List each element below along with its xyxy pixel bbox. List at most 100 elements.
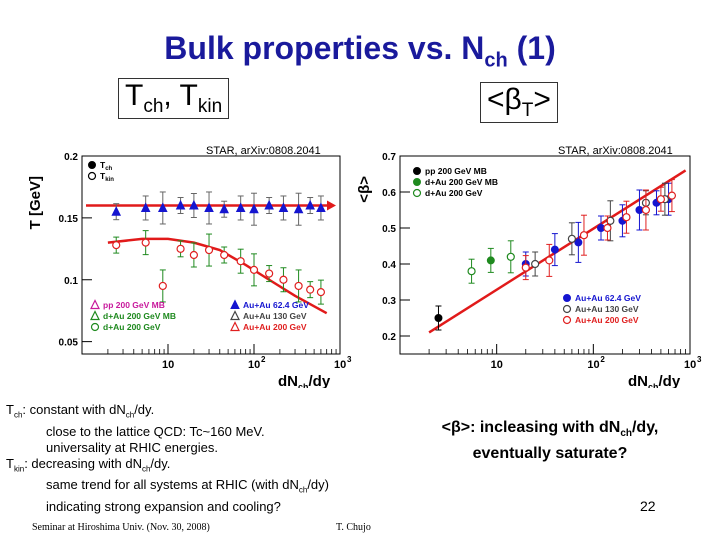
page-number: 22 xyxy=(640,498,656,514)
n5c: /dy) xyxy=(307,477,329,493)
data-point xyxy=(264,199,274,210)
x-axis-post: /dy xyxy=(309,373,331,388)
data-point xyxy=(189,250,198,260)
rn-a: <β>: incleasing with dN xyxy=(441,419,621,436)
n1a: T xyxy=(6,402,14,417)
legend-marker xyxy=(87,171,97,181)
x-tick-exp: 3 xyxy=(347,355,352,364)
rn-b: ch xyxy=(620,428,632,440)
y-tick-label: 0.2 xyxy=(382,332,396,343)
footer-author: T. Chujo xyxy=(336,522,371,533)
data-point xyxy=(157,202,168,212)
data-point xyxy=(316,202,326,212)
legend-text: Au+Au 62.4 GeV xyxy=(243,300,309,310)
n1d: ch xyxy=(125,410,135,420)
tch-sub: ch xyxy=(143,96,164,117)
legend-text: d+Au 200 GeV MB xyxy=(103,311,176,321)
right-citation: STAR, arXiv:0808.2041 xyxy=(558,145,673,157)
data-point xyxy=(574,238,583,247)
legend-marker xyxy=(230,321,240,332)
data-point xyxy=(235,202,246,212)
footer-seminar: Seminar at Hiroshima Univ. (Nov. 30, 200… xyxy=(32,522,210,533)
y-tick-label: 0.3 xyxy=(382,296,396,307)
x-tick-label: 10 xyxy=(162,359,174,371)
n4e: /dy. xyxy=(150,455,171,471)
legend-marker xyxy=(563,294,571,302)
legend-label: d+Au 200 GeV xyxy=(425,188,483,198)
legend-sub: ch xyxy=(105,166,112,172)
data-point xyxy=(175,199,186,210)
n5b: ch xyxy=(298,485,308,495)
y-axis-label: T [GeV] xyxy=(27,176,44,229)
x-tick-label: 10 xyxy=(587,359,599,371)
rn-c: /dy, xyxy=(631,419,659,436)
data-point xyxy=(219,203,229,214)
n1b: ch xyxy=(13,410,23,420)
legend-marker xyxy=(412,188,422,198)
tkin-label: , T xyxy=(163,79,198,112)
beta-sub: T xyxy=(521,100,534,121)
n4b: kin xyxy=(13,464,25,474)
x-axis-label: dNch/dy xyxy=(278,373,331,388)
beta-label: <β xyxy=(487,83,522,116)
legend-marker xyxy=(90,322,100,332)
note-line-6: indicating strong expansion and cooling? xyxy=(46,498,281,514)
data-point xyxy=(467,267,476,276)
data-point xyxy=(506,252,515,261)
x-axis-sub: ch xyxy=(648,382,659,388)
data-point xyxy=(667,191,677,200)
y-tick-label: 0.2 xyxy=(64,152,78,163)
data-point xyxy=(141,238,150,247)
x-tick-label: 10 xyxy=(491,359,503,371)
x-axis-main: dN xyxy=(628,373,648,388)
data-point xyxy=(486,256,495,265)
legend-marker xyxy=(562,315,572,325)
data-point xyxy=(236,257,245,266)
y-tick-label: 0.7 xyxy=(382,152,396,163)
data-point xyxy=(521,263,530,272)
legend-label: Au+Au 62.4 GeV xyxy=(575,293,641,303)
right-note: <β>: incleasing with dNch/dy, eventually… xyxy=(400,418,700,464)
legend-text: d+Au 200 GeV xyxy=(425,188,483,198)
right-note-line-2: eventually saturate? xyxy=(472,445,628,463)
data-point xyxy=(579,231,589,240)
data-point xyxy=(294,281,303,291)
data-point xyxy=(158,281,167,291)
data-point xyxy=(550,245,559,254)
note-line-3: universality at RHIC energies. xyxy=(46,439,218,455)
legend-marker xyxy=(90,299,100,310)
n4c: : decreasing with dN xyxy=(24,455,142,471)
legend-marker xyxy=(90,310,100,321)
left-notes: Tch: constant with dNch/dy. close to the… xyxy=(6,402,366,515)
data-point xyxy=(293,203,304,214)
legend-text: pp 200 GeV MB xyxy=(103,300,165,310)
x-tick-label: 10 xyxy=(248,359,260,371)
legend-marker xyxy=(230,310,240,321)
data-point xyxy=(111,206,122,216)
legend-label: Au+Au 200 GeV xyxy=(243,322,307,332)
y-tick-label: 0.05 xyxy=(59,338,79,349)
data-point xyxy=(603,223,612,233)
legend-label: d+Au 200 GeV MB xyxy=(425,177,498,187)
data-point xyxy=(204,202,214,212)
legend-label: pp 200 GeV MB xyxy=(103,300,165,310)
legend-marker xyxy=(562,304,572,314)
tkin-sub: kin xyxy=(197,96,223,117)
data-point xyxy=(434,314,443,322)
legend-text: d+Au 200 GeV MB xyxy=(425,177,498,187)
data-point xyxy=(316,288,326,297)
legend-sub: kin xyxy=(105,177,114,183)
legend-text: Au+Au 62.4 GeV xyxy=(575,293,641,303)
temperature-label-box: Tch, Tkin xyxy=(118,78,230,119)
data-point xyxy=(306,285,315,294)
legend-marker xyxy=(413,167,421,175)
legend-label: d+Au 200 GeV MB xyxy=(103,311,176,321)
legend-label: Tch xyxy=(100,160,113,172)
data-point xyxy=(204,245,214,255)
data-point xyxy=(220,250,229,260)
data-point xyxy=(641,205,651,215)
fit-curve xyxy=(107,237,328,315)
data-point xyxy=(606,216,615,225)
